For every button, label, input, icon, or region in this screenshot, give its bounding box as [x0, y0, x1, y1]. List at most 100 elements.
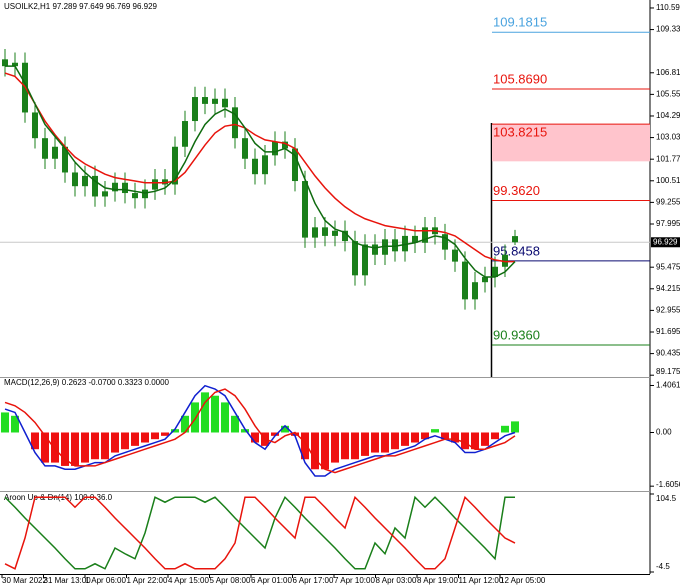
histogram-bar [191, 402, 199, 433]
candle-body [232, 107, 238, 139]
histogram-bar [251, 432, 259, 443]
y-tick-label: 109.335 [656, 25, 680, 34]
x-tick-label: 1 Apr 22:00 [127, 576, 168, 585]
chart-header: USOILK2,H1 97.289 97.649 96.769 96.929 [4, 2, 158, 11]
y-tick-label: 1.4061 [656, 381, 680, 390]
histogram-bar [231, 415, 239, 433]
histogram-bar [171, 429, 179, 433]
histogram-bar [441, 432, 449, 440]
candle-body [252, 158, 258, 175]
y-tick-label: 103.035 [656, 133, 680, 142]
histogram-bar [471, 432, 479, 450]
histogram-bar [481, 432, 489, 446]
candle-body [242, 138, 248, 159]
histogram-bar [31, 432, 39, 450]
histogram-bar [151, 432, 159, 440]
candle-body [272, 141, 278, 156]
histogram-bar [291, 432, 299, 436]
candle-body [412, 235, 418, 243]
level-label: 95.8458 [493, 243, 540, 258]
candle-body [452, 249, 458, 262]
candle-body [2, 59, 8, 67]
y-tick-label: 110.595 [656, 3, 680, 12]
x-tick-label: 8 Apr 19:00 [417, 576, 458, 585]
candle-body [332, 230, 338, 236]
target-zone [492, 124, 650, 162]
histogram-bar [511, 421, 519, 433]
candle-body [52, 146, 58, 159]
histogram-bar [91, 432, 99, 460]
candle-body [352, 241, 358, 276]
indicator-line [4, 384, 516, 477]
histogram-bar [181, 415, 189, 433]
candle-body [462, 261, 468, 300]
candle-body [292, 148, 298, 182]
indicator-line [4, 388, 516, 474]
candle-body [482, 277, 488, 283]
histogram-bar [201, 392, 209, 433]
level-label: 103.8215 [493, 125, 547, 140]
candle-body [162, 179, 168, 185]
histogram-bar [401, 432, 409, 446]
histogram-bar [1, 412, 9, 433]
level-label: 105.8690 [493, 71, 547, 86]
candle-body [472, 282, 478, 300]
x-tick-label: 5 Apr 08:00 [210, 576, 251, 585]
histogram-bar [121, 432, 129, 450]
y-tick-label: -4.5 [656, 562, 670, 571]
y-tick-label: 100.515 [656, 176, 680, 185]
candle-body [312, 227, 318, 238]
candle-body [12, 62, 18, 67]
candle-body [492, 266, 498, 278]
histogram-bar [351, 432, 359, 460]
candle-body [362, 244, 368, 276]
y-tick-label: 95.475 [656, 262, 680, 271]
histogram-bar [371, 432, 379, 453]
y-tick-label: 89.175 [656, 367, 680, 376]
histogram-bar [421, 432, 429, 440]
candle-body [282, 141, 288, 149]
histogram-bar [141, 432, 149, 443]
histogram-bar [381, 432, 389, 453]
candle-body [122, 182, 128, 194]
indicator-line [4, 495, 515, 570]
candle-body [142, 189, 148, 199]
candle-body [202, 97, 208, 104]
candle-body [182, 121, 188, 147]
histogram-bar [391, 432, 399, 450]
histogram-bar [491, 432, 499, 440]
candle-body [502, 254, 508, 267]
histogram-bar [61, 432, 69, 466]
candle-body [342, 230, 348, 242]
level-label: 90.9360 [493, 327, 540, 342]
y-tick-label: 94.215 [656, 284, 680, 293]
candle-body [212, 98, 218, 104]
histogram-bar [311, 432, 319, 470]
x-tick-label: 1 Apr 06:00 [85, 576, 126, 585]
candle-body [372, 244, 378, 255]
candle-body [132, 193, 138, 199]
histogram-bar [451, 432, 459, 443]
histogram-bar [211, 395, 219, 433]
y-tick-label: 101.775 [656, 154, 680, 163]
candle-body [172, 146, 178, 185]
histogram-bar [301, 432, 309, 460]
candle-body [72, 172, 78, 187]
x-tick-label: 6 Apr 01:00 [251, 576, 292, 585]
candle-body [222, 98, 228, 108]
x-tick-label: 11 Apr 12:00 [459, 576, 504, 585]
histogram-bar [461, 432, 469, 450]
current-price-box [651, 237, 680, 248]
histogram-bar [321, 432, 329, 470]
histogram-bar [431, 429, 439, 433]
y-tick-label: 92.955 [656, 306, 680, 315]
histogram-bar [341, 432, 349, 460]
candle-body [152, 179, 158, 190]
candle-body [192, 97, 198, 122]
histogram-bar [221, 402, 229, 433]
y-tick-label: 0.00 [656, 428, 672, 437]
y-tick-label: 99.255 [656, 197, 680, 206]
